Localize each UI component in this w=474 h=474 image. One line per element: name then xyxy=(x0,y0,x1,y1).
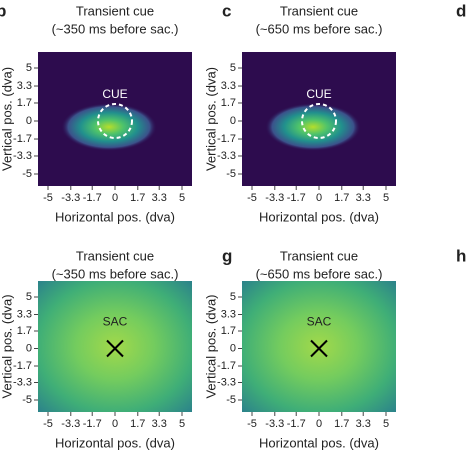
x-tick-label: -5 xyxy=(247,418,257,430)
y-tick-label: 3.3 xyxy=(17,80,32,92)
y-tick-label: 0 xyxy=(26,342,32,354)
x-tick-label: 5 xyxy=(179,192,185,204)
y-tick-label: 0 xyxy=(230,115,236,127)
y-tick-label: 0 xyxy=(26,115,32,127)
y-tick-label: -5 xyxy=(226,394,236,406)
x-tick-label: 3.3 xyxy=(152,192,167,204)
panel-letter: b xyxy=(0,1,6,20)
x-tick-label: 0 xyxy=(112,418,118,430)
x-tick-label: -1.7 xyxy=(287,192,306,204)
chart-title: Transient cue xyxy=(280,248,358,263)
y-tick-label: -1.7 xyxy=(217,360,236,372)
annotation: SAC xyxy=(307,315,332,329)
heatmap-blob xyxy=(61,103,157,151)
x-tick-label: 3.3 xyxy=(356,192,371,204)
chart-title: Transient cue xyxy=(76,3,154,18)
chart-subtitle: (~650 ms before sac.) xyxy=(256,266,383,281)
x-tick-label: 5 xyxy=(179,418,185,430)
y-tick-label: 1.7 xyxy=(17,97,32,109)
chart-title: Transient cue xyxy=(280,3,358,18)
annotation: CUE xyxy=(102,87,127,101)
y-axis-label: Vertical pos. (dva) xyxy=(0,67,14,171)
x-axis-label: Horizontal pos. (dva) xyxy=(55,435,175,450)
annotation: SAC xyxy=(103,315,128,329)
x-tick-label: -1.7 xyxy=(83,418,102,430)
y-tick-label: 1.7 xyxy=(221,97,236,109)
y-tick-label: -3.3 xyxy=(217,376,236,388)
y-tick-label: 5 xyxy=(230,62,236,74)
chart-subtitle: (~350 ms before sac.) xyxy=(52,21,179,36)
x-tick-label: -5 xyxy=(43,192,53,204)
y-tick-label: -3.3 xyxy=(13,150,32,162)
x-tick-label: -5 xyxy=(43,418,53,430)
annotation: CUE xyxy=(306,87,331,101)
y-tick-label: -3.3 xyxy=(13,376,32,388)
panel-letter: d xyxy=(456,1,466,20)
y-tick-label: 1.7 xyxy=(221,325,236,337)
y-tick-label: -3.3 xyxy=(217,150,236,162)
y-tick-label: 3.3 xyxy=(17,308,32,320)
x-tick-label: 1.7 xyxy=(334,192,349,204)
x-axis-label: Horizontal pos. (dva) xyxy=(259,209,379,224)
y-tick-label: 1.7 xyxy=(17,325,32,337)
x-tick-label: -3.3 xyxy=(61,192,80,204)
panel-letter: h xyxy=(456,246,466,265)
y-axis-label: Vertical pos. (dva) xyxy=(0,294,14,398)
x-tick-label: 3.3 xyxy=(356,418,371,430)
saccade-marker xyxy=(106,339,124,358)
y-tick-label: 0 xyxy=(230,342,236,354)
y-tick-label: 3.3 xyxy=(221,308,236,320)
x-tick-label: -1.7 xyxy=(287,418,306,430)
heatmap-background xyxy=(242,281,396,412)
x-tick-label: -3.3 xyxy=(265,192,284,204)
y-tick-label: 5 xyxy=(230,291,236,303)
chart-subtitle: (~350 ms before sac.) xyxy=(52,266,179,281)
heatmap-blob xyxy=(265,103,361,151)
saccade-marker xyxy=(310,339,328,358)
y-tick-label: -1.7 xyxy=(13,360,32,372)
cue-circle xyxy=(301,103,337,139)
y-tick-label: -5 xyxy=(226,168,236,180)
x-tick-label: 0 xyxy=(316,192,322,204)
chart-subtitle: (~650 ms before sac.) xyxy=(256,21,383,36)
x-tick-label: 1.7 xyxy=(334,418,349,430)
x-axis-label: Horizontal pos. (dva) xyxy=(55,209,175,224)
y-tick-label: 5 xyxy=(26,291,32,303)
x-tick-label: 0 xyxy=(112,192,118,204)
chart-title: Transient cue xyxy=(76,248,154,263)
x-tick-label: 5 xyxy=(383,418,389,430)
y-tick-label: 5 xyxy=(26,62,32,74)
y-tick-label: 3.3 xyxy=(221,80,236,92)
x-tick-label: 1.7 xyxy=(130,418,145,430)
y-tick-label: -5 xyxy=(22,394,32,406)
y-axis-label: Vertical pos. (dva) xyxy=(203,294,218,398)
x-tick-label: 5 xyxy=(383,192,389,204)
cue-circle xyxy=(97,103,133,139)
x-tick-label: 1.7 xyxy=(130,192,145,204)
x-axis-label: Horizontal pos. (dva) xyxy=(259,435,379,450)
panel-letter: c xyxy=(222,1,231,20)
y-tick-label: -1.7 xyxy=(217,133,236,145)
panel-letter: g xyxy=(222,246,232,265)
y-tick-label: -1.7 xyxy=(13,133,32,145)
heatmap-background xyxy=(38,281,192,412)
x-tick-label: 3.3 xyxy=(152,418,167,430)
x-tick-label: -3.3 xyxy=(61,418,80,430)
x-tick-label: -5 xyxy=(247,192,257,204)
x-tick-label: 0 xyxy=(316,418,322,430)
x-tick-label: -1.7 xyxy=(83,192,102,204)
y-axis-label: Vertical pos. (dva) xyxy=(203,67,218,171)
x-tick-label: -3.3 xyxy=(265,418,284,430)
y-tick-label: -5 xyxy=(22,168,32,180)
